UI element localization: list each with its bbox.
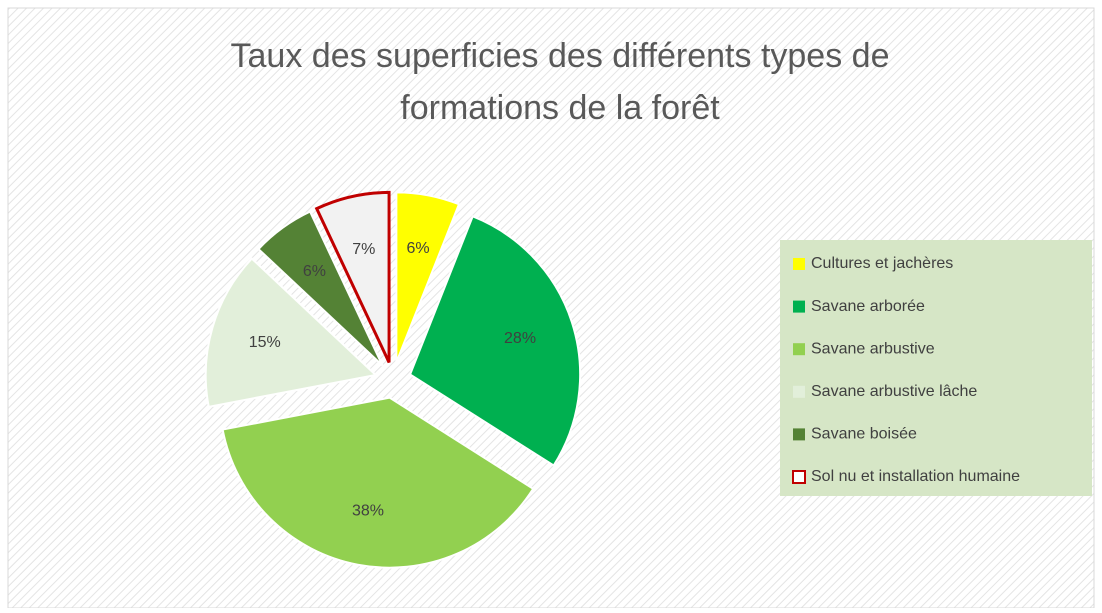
legend-label: Cultures et jachères	[811, 255, 953, 272]
legend-label: Sol nu et installation humaine	[811, 468, 1020, 485]
legend-label: Savane boisée	[811, 426, 917, 443]
data-label: 6%	[303, 263, 326, 280]
legend-label: Savane arbustive	[811, 340, 935, 357]
data-label: 6%	[406, 240, 429, 257]
data-label: 7%	[352, 241, 375, 258]
legend-marker	[793, 343, 805, 356]
pie-slice	[221, 396, 535, 569]
legend-label: Savane arbustive lâche	[811, 383, 977, 400]
pie-slice	[257, 210, 384, 367]
pie-slice	[314, 190, 391, 364]
data-label: 38%	[352, 502, 384, 519]
chart-title: Taux des superficies des différents type…	[230, 37, 890, 127]
data-label: 28%	[504, 330, 536, 347]
legend-label: Savane arborée	[811, 298, 925, 315]
legend-box	[780, 240, 1092, 496]
legend-marker	[793, 258, 805, 270]
pie-slice	[204, 257, 378, 409]
legend-marker	[793, 385, 805, 398]
legend-marker	[793, 428, 805, 441]
pie-slice	[395, 191, 461, 363]
legend-marker	[793, 300, 805, 313]
legend-marker	[792, 470, 806, 484]
pie-slice	[408, 215, 582, 467]
data-label: 15%	[249, 334, 281, 351]
